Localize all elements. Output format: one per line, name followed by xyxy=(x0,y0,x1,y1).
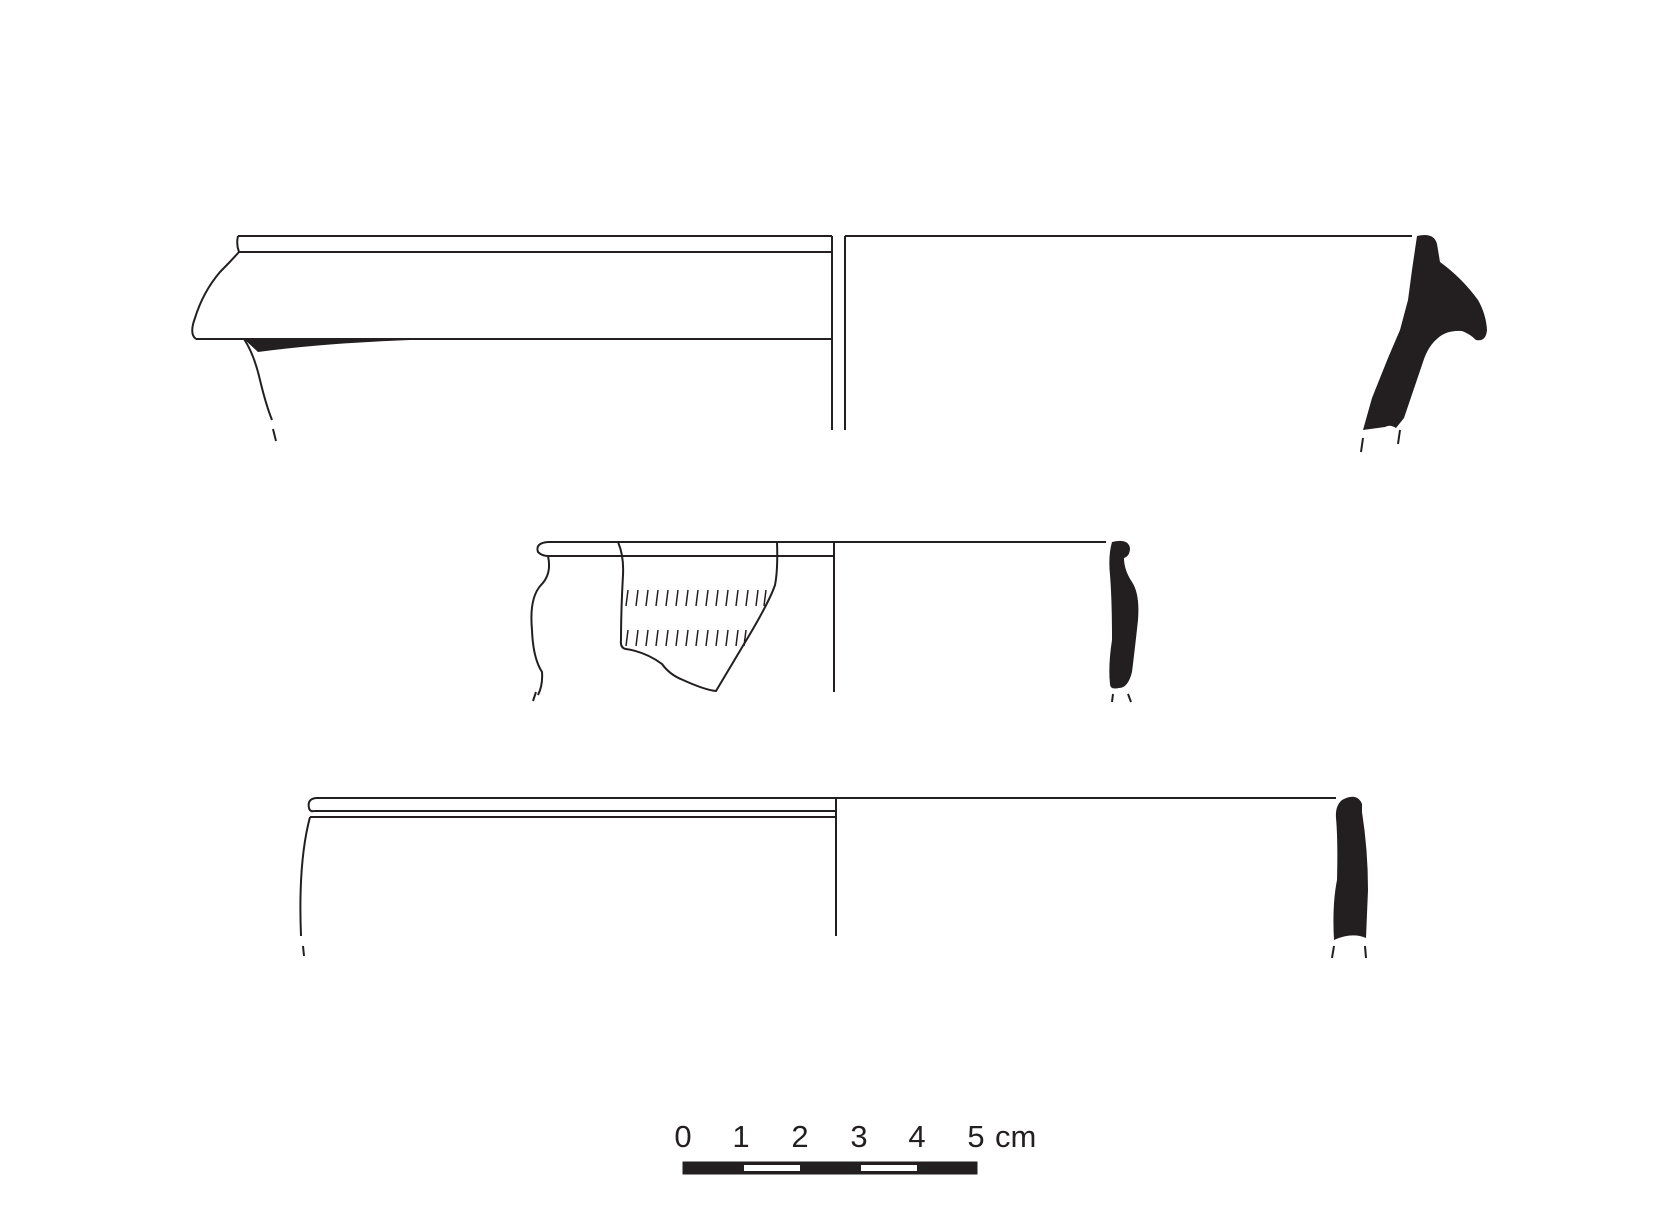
vessel-1-section-profile xyxy=(1363,235,1487,430)
scale-bar-segments xyxy=(682,1161,978,1175)
scale-unit: cm xyxy=(995,1119,1036,1154)
scale-tick-2: 2 xyxy=(791,1119,808,1154)
scale-tick-4: 4 xyxy=(908,1119,925,1154)
vessel-1-break-mark-b xyxy=(1397,429,1401,445)
scale-tick-0: 0 xyxy=(674,1119,691,1154)
scale-bar: 0 1 2 3 4 5 cm xyxy=(674,1119,1036,1175)
vessel-1 xyxy=(191,235,1487,453)
vessel-1-break-mark-a xyxy=(1360,437,1364,453)
scale-segment-white-1 xyxy=(744,1165,800,1171)
vessel-3-break-mark-b xyxy=(1364,945,1367,959)
scale-tick-3: 3 xyxy=(850,1119,867,1154)
vessel-3 xyxy=(299,796,1368,959)
vessel-2-incised-decoration xyxy=(625,589,767,647)
vessel-2 xyxy=(530,540,1139,703)
vessel-2-exterior-view xyxy=(530,541,834,702)
vessel-2-break-mark-a xyxy=(1111,693,1114,703)
vessel-3-exterior-view xyxy=(299,797,836,957)
vessel-3-section-profile xyxy=(1333,796,1368,940)
scale-segment-white-2 xyxy=(861,1165,917,1171)
scale-tick-5: 5 xyxy=(967,1119,984,1154)
vessel-3-break-mark-a xyxy=(1331,945,1335,959)
vessel-1-interior-shading xyxy=(244,339,440,352)
scale-tick-1: 1 xyxy=(732,1119,749,1154)
vessel-1-exterior-view xyxy=(191,235,832,442)
vessel-2-decorated-sherd xyxy=(617,541,779,693)
vessel-2-break-mark-b xyxy=(1127,693,1132,703)
vessel-2-section-profile xyxy=(1109,540,1139,689)
